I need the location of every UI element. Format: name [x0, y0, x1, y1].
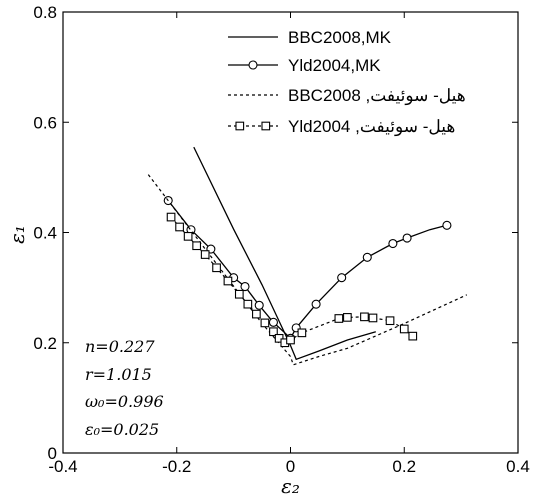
y-tick-label: 0.4: [33, 224, 57, 243]
y-tick-label: 0.2: [33, 334, 57, 353]
series-3-point: [297, 328, 307, 338]
series-1-point: [442, 220, 452, 230]
parameter-annotation-2: ω₀=0.996: [85, 392, 164, 411]
series-3-point: [175, 222, 184, 232]
legend-swatch-marker-3: [261, 121, 271, 131]
parameter-annotation-0: n=0.227: [85, 337, 155, 356]
series-1-point: [240, 281, 250, 292]
legend-label-3: Yld2004 ,هیل- سوئیفت: [288, 117, 455, 137]
series-3-point: [234, 289, 244, 299]
series-1-point: [402, 233, 412, 243]
series-3-point: [385, 316, 395, 326]
series-3-point: [260, 318, 270, 328]
series-1-point: [268, 317, 278, 327]
series-1-point: [362, 252, 372, 262]
series-3-point: [183, 232, 193, 241]
plot-area: -0.4 -0.2 0 0.2 0.4 0 0.2 0.4 0.6 0.8 ε₂ ε₁ BBC2008,…: [5, 3, 530, 498]
series-3-point: [200, 250, 210, 259]
series-3-point: [274, 333, 284, 343]
series-3-point: [334, 314, 344, 323]
y-axis-label: ε₁: [5, 225, 29, 244]
legend-swatch-marker-1: [248, 60, 258, 70]
series-1-point: [388, 238, 398, 249]
series-3-point: [212, 263, 221, 273]
y-tick-label: 0.6: [33, 113, 57, 132]
series-3-point: [252, 309, 261, 319]
y-tick-label: 0.8: [33, 3, 57, 22]
legend-label-1: Yld2004,MK: [288, 56, 381, 75]
series-3-point: [243, 299, 253, 309]
parameter-annotation-3: ε₀=0.025: [85, 420, 159, 439]
legend-label-0: BBC2008,MK: [288, 28, 392, 47]
series-3-point: [286, 335, 295, 345]
series-line-2: [147, 174, 468, 366]
x-tick-label: 0: [286, 457, 295, 476]
series-3-point: [343, 313, 352, 322]
series-line-1: [167, 200, 448, 340]
legend-label-2: BBC2008 ,هیل- سوئیفت: [288, 86, 466, 106]
series-3-point: [408, 331, 418, 341]
series-3-point: [399, 324, 409, 334]
x-tick-label: -0.2: [162, 457, 191, 476]
series-3-point: [192, 241, 202, 251]
parameter-annotation-1: r=1.015: [85, 365, 152, 384]
x-axis-label: ε₂: [281, 474, 300, 498]
plot-frame: [62, 11, 519, 454]
x-tick-label: 0.4: [506, 457, 530, 476]
series-1-point: [254, 300, 264, 310]
series-3-point: [360, 312, 369, 322]
series-line-0: [193, 146, 376, 361]
series-3-point: [368, 313, 378, 323]
legend-swatch-marker-3: [235, 121, 245, 131]
series-3-point: [223, 276, 233, 286]
y-tick-label: 0: [48, 444, 57, 463]
series-3-point: [269, 327, 278, 337]
series-1-point: [311, 299, 321, 309]
series-3-point: [166, 212, 176, 222]
series-1-point: [337, 273, 347, 283]
x-tick-label: 0.2: [392, 457, 416, 476]
x-tick-label: -0.4: [48, 457, 77, 476]
series-line-3: [170, 216, 414, 344]
